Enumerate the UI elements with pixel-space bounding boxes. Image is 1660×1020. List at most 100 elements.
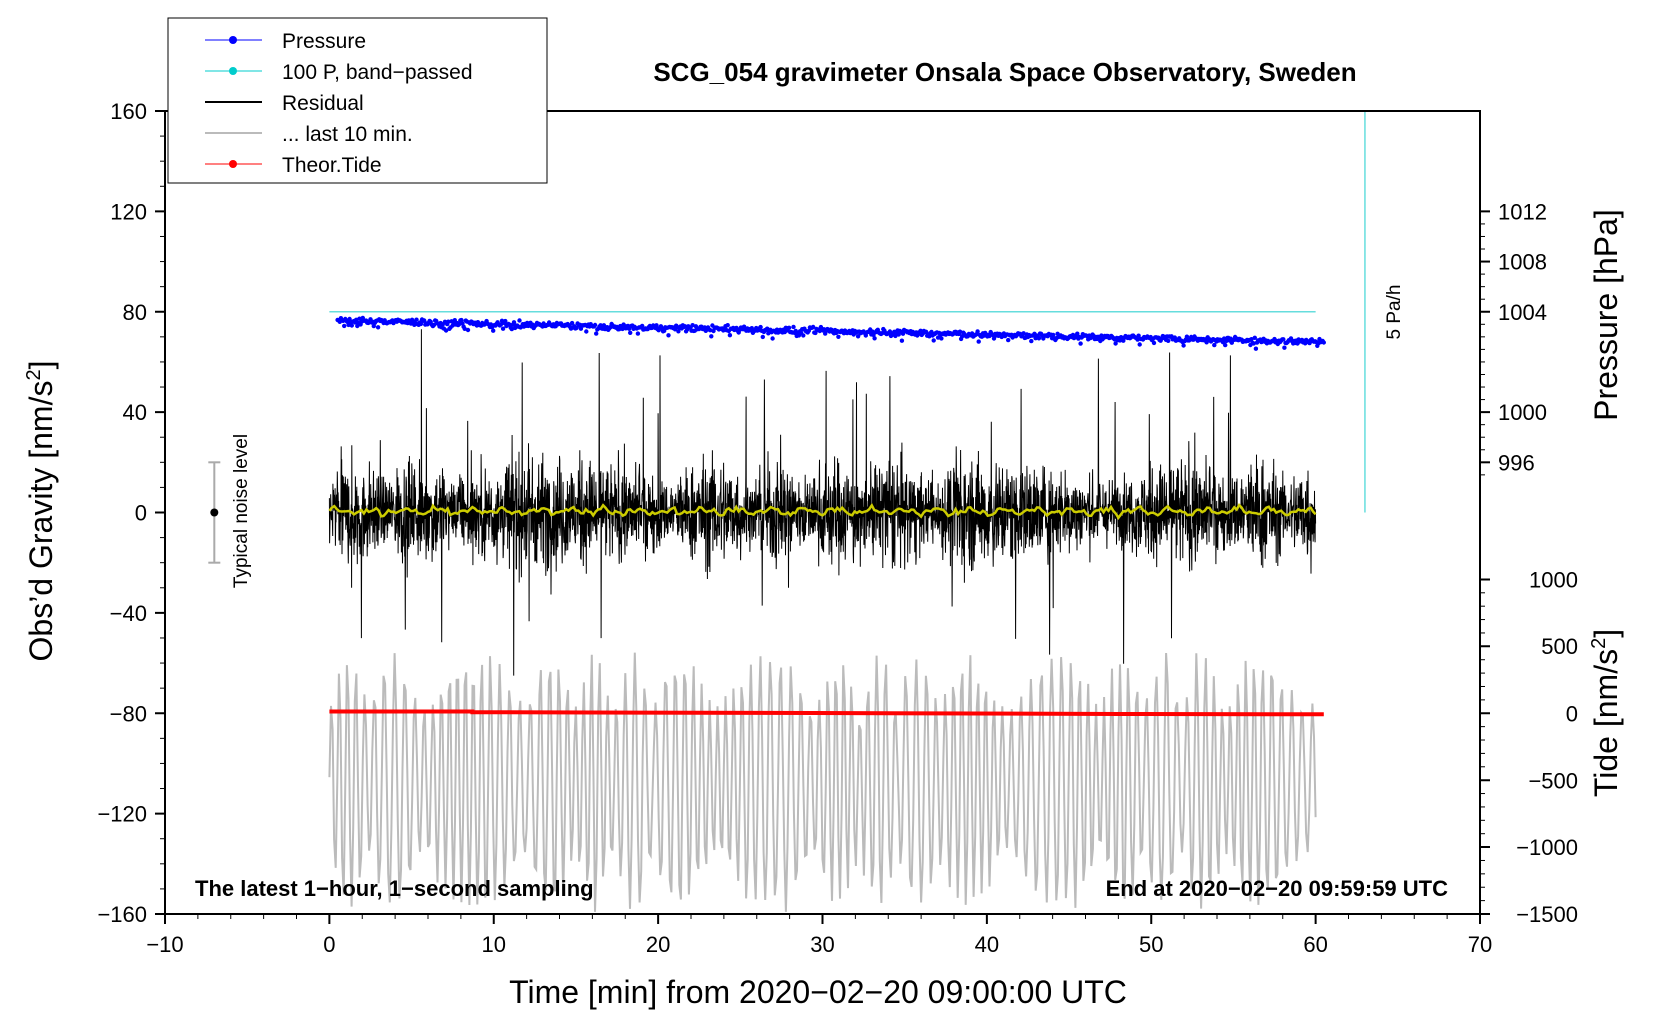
pressure-point	[929, 329, 934, 335]
pressure-point	[584, 329, 589, 334]
pressure-point	[709, 334, 714, 339]
residual-line	[328, 329, 1317, 676]
pressure-point	[1036, 336, 1042, 341]
pressure-point	[1075, 331, 1080, 336]
residual-series	[328, 329, 1317, 676]
pressure-point	[676, 329, 681, 334]
pressure-point	[975, 329, 980, 334]
y-axis-title-end: ]	[23, 361, 59, 370]
pressure-point	[758, 324, 763, 330]
pressure-point	[465, 327, 471, 333]
pressure-tick-label: 1008	[1498, 250, 1547, 275]
pressure-point	[1181, 343, 1186, 348]
x-tick-label: −10	[146, 932, 183, 957]
x-tick-label: 30	[810, 932, 834, 957]
pressure-axis-title: Pressure [hPa]	[1588, 209, 1624, 421]
tide-axis-title: Tide [nm/s2]	[1588, 629, 1624, 797]
legend-swatch-dot	[229, 160, 237, 168]
x-tick-label: 50	[1139, 932, 1163, 957]
pressure-point	[1321, 340, 1327, 345]
legend-box	[167, 17, 548, 184]
y-tick-label: 40	[123, 400, 147, 425]
legend-swatch-dot	[229, 36, 237, 44]
pressure-point	[628, 330, 633, 335]
x-axis-title: Time [min] from 2020−02−20 09:00:00 UTC	[509, 974, 1127, 1010]
x-tick-label: 0	[323, 932, 335, 957]
y-axis-title-main: Obs’d Gravity [nm/s	[23, 381, 59, 662]
pressure-point	[836, 334, 841, 339]
pressure-point	[1029, 338, 1034, 344]
y-axis-left: −160 −120 −80 −40 0 40 80 120 160	[97, 99, 165, 927]
chart-title: SCG_054 gravimeter Onsala Space Observat…	[653, 57, 1356, 87]
pressure-point	[760, 334, 765, 340]
pressure-point	[371, 323, 376, 329]
legend-label: 100 P, band−passed	[282, 61, 473, 84]
pressure-point	[1006, 337, 1011, 343]
pressure-point	[592, 322, 598, 328]
pressure-point	[414, 317, 419, 322]
pressure-point	[1184, 334, 1190, 339]
pressure-point	[1151, 340, 1157, 346]
pressure-point	[342, 323, 347, 329]
legend-label: Pressure	[282, 30, 366, 53]
pressure-point	[354, 317, 359, 322]
pressure-point	[375, 325, 381, 330]
pressure-point	[770, 336, 775, 341]
tide-tick-label: −1000	[1516, 835, 1578, 860]
pressure-tick-label: 1000	[1498, 400, 1547, 425]
pressure-point	[635, 331, 641, 336]
y-tick-label: 120	[110, 199, 147, 224]
pressure-point	[1212, 342, 1217, 348]
tide-tick-label: −1500	[1516, 902, 1578, 927]
y-tick-label: −40	[110, 601, 147, 626]
pressure-point	[594, 331, 599, 336]
pressure-point	[811, 324, 816, 330]
x-axis: −10 0 10 20 30 40 50 60 70	[146, 914, 1492, 957]
pressure-point	[503, 318, 508, 324]
pressure-rate-label: 5 Pa/h	[1384, 285, 1405, 340]
pressure-point	[708, 328, 713, 333]
tide-tick-label: −500	[1528, 768, 1578, 793]
pressure-point	[872, 336, 877, 341]
x-tick-label: 20	[646, 932, 670, 957]
tide-axis-title-sup: 2	[1588, 638, 1610, 649]
plot-area	[208, 111, 1366, 912]
pressure-point	[1281, 337, 1286, 342]
residual-smoothed-series	[328, 502, 1317, 521]
pressure-point	[976, 339, 981, 344]
pressure-point	[511, 320, 517, 325]
pressure-point	[1113, 341, 1118, 346]
legend-swatch-dot	[229, 67, 237, 75]
pressure-tick-label: 1004	[1498, 300, 1547, 325]
pressure-point	[725, 323, 730, 328]
pressure-point	[459, 317, 464, 323]
pressure-point	[509, 326, 514, 332]
y-axis-tide: −1500 −1000 −500 0 500 1000	[1480, 568, 1578, 927]
pressure-point	[1282, 345, 1287, 350]
pressure-point	[1166, 338, 1171, 343]
pressure-point	[1249, 337, 1254, 342]
pressure-point	[727, 333, 733, 338]
pressure-point	[569, 320, 575, 326]
pressure-point	[640, 323, 645, 329]
smoothed-line	[328, 502, 1317, 521]
pressure-point	[939, 336, 944, 341]
pressure-series	[335, 315, 1327, 351]
pressure-point	[931, 338, 936, 343]
noise-level-label: Typical noise level	[231, 434, 252, 588]
pressure-point	[690, 323, 695, 328]
y-axis-title-sup: 2	[23, 369, 45, 380]
pressure-point	[654, 323, 659, 328]
pressure-point	[682, 324, 688, 329]
pressure-point	[460, 321, 465, 326]
legend-label: Residual	[282, 92, 364, 115]
tide-axis-title-end: ]	[1588, 629, 1624, 638]
y-tick-label: −120	[97, 802, 147, 827]
tide-tick-label: 0	[1566, 701, 1578, 726]
theor-tide-series	[329, 709, 1324, 717]
legend-label: Theor.Tide	[282, 154, 382, 177]
tide-tick-label: 1000	[1529, 568, 1578, 593]
annotation-bottom-right: End at 2020−02−20 09:59:59 UTC	[1106, 876, 1449, 901]
y-axis-title: Obs’d Gravity [nm/s2]	[23, 361, 59, 662]
y-tick-label: 0	[135, 501, 147, 526]
